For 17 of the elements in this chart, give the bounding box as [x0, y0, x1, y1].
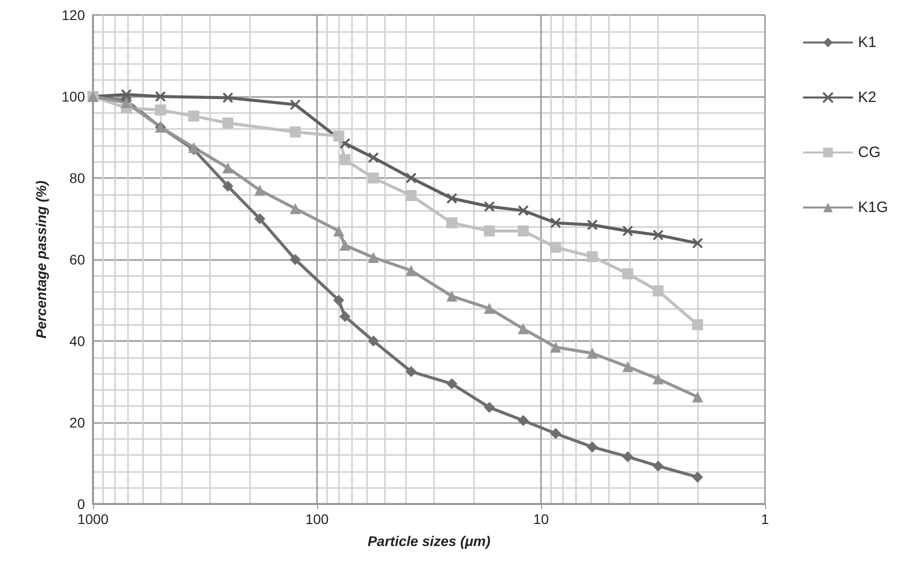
legend-label: K1G [858, 199, 888, 216]
y-tick-label: 120 [62, 7, 86, 23]
x-tick-label: 10 [533, 511, 549, 527]
y-tick-label: 0 [77, 496, 86, 512]
y-tick-label: 100 [62, 88, 86, 104]
legend-label: K1 [858, 34, 876, 51]
y-tick-label: 20 [69, 414, 86, 430]
y-tick-label: 60 [69, 252, 86, 268]
y-tick-label: 40 [69, 333, 86, 349]
x-tick-label: 100 [305, 511, 329, 527]
legend-label: K2 [858, 89, 876, 106]
legend-label: CG [858, 144, 880, 161]
x-tick-label: 1 [761, 511, 770, 527]
x-tick-label: 1000 [77, 511, 109, 527]
y-axis-title: Percentage passing (%) [33, 180, 49, 338]
y-tick-label: 80 [69, 170, 86, 186]
x-axis-title: Particle sizes (μm) [368, 533, 491, 549]
